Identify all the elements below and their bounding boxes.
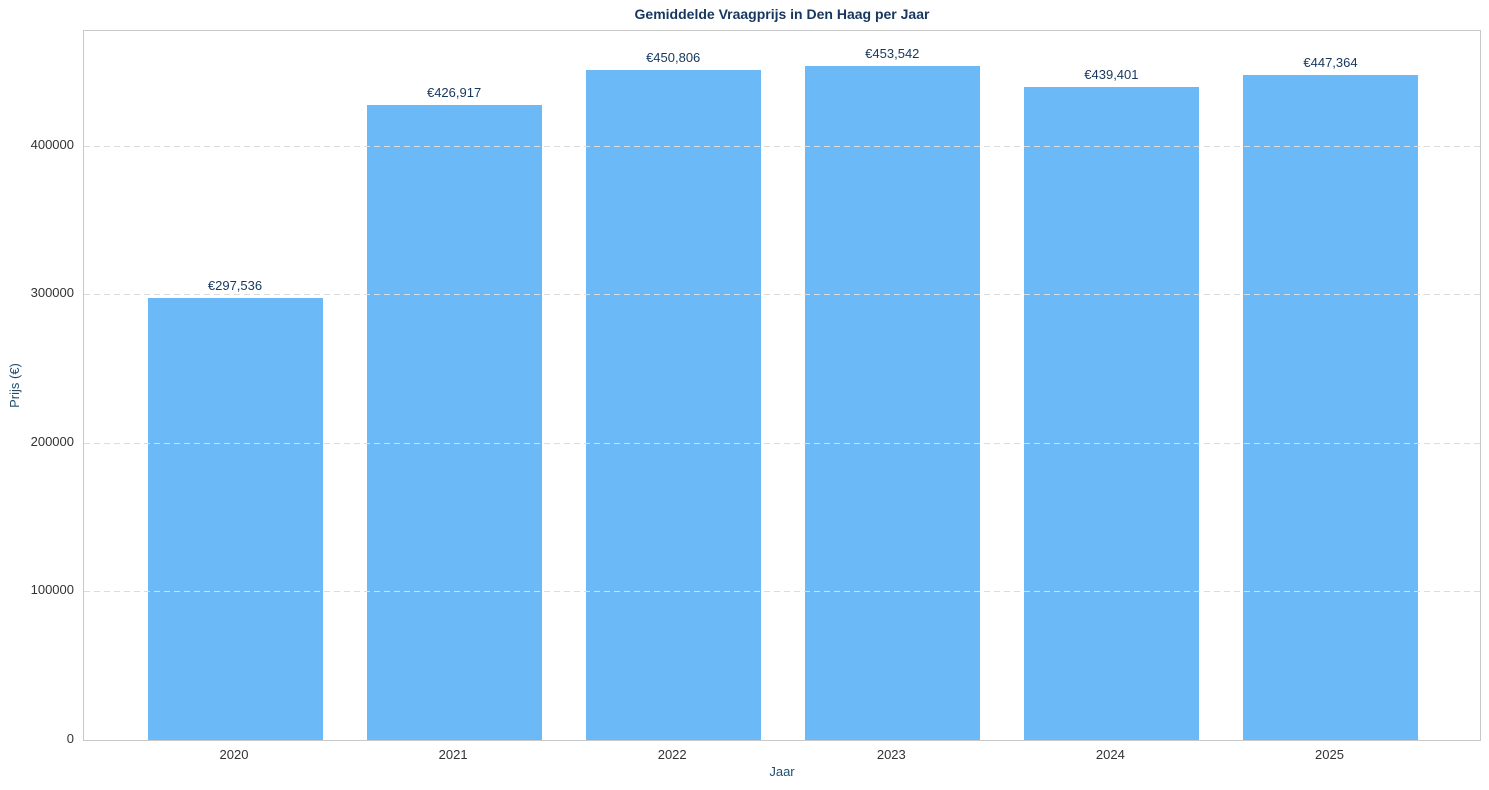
x-tick-label-2025: 2025 <box>1315 747 1344 762</box>
x-tick-label-2021: 2021 <box>438 747 468 762</box>
bar-value-label-2020: €297,536 <box>207 277 263 293</box>
bar-value-label-2025: €447,364 <box>1303 55 1358 71</box>
bar-2023 <box>804 65 980 740</box>
bar-2022 <box>585 69 761 740</box>
bar-value-label-2023: €453,542 <box>865 45 920 61</box>
y-tick-label-200000: 200000 <box>30 433 74 449</box>
bar-2025 <box>1243 75 1418 740</box>
x-tick-label-2024: 2024 <box>1095 747 1125 762</box>
x-axis-label: Jaar <box>769 764 795 779</box>
y-axis-label: Prijs (€) <box>6 363 22 408</box>
y-tick-label-300000: 300000 <box>30 285 74 301</box>
bar-2020 <box>147 297 323 740</box>
y-tick-label-0: 0 <box>66 731 74 746</box>
bar-2021 <box>366 105 542 740</box>
bar-value-label-2021: €426,917 <box>426 85 482 101</box>
x-tick-label-2023: 2023 <box>876 747 906 762</box>
plot-area: €297,536 €426,917 €450,806 €453,542 €439,401… <box>83 30 1481 741</box>
bar-value-label-2024: €439,401 <box>1084 66 1139 82</box>
y-tick-label-400000: 400000 <box>30 136 74 152</box>
x-tick-label-2022: 2022 <box>657 747 687 762</box>
x-tick-label-2020: 2020 <box>219 747 249 762</box>
bar-2024 <box>1023 86 1199 740</box>
y-tick-label-100000: 100000 <box>30 582 74 598</box>
chart-title: Gemiddelde Vraagprijs in Den Haag per Ja… <box>634 6 930 22</box>
bar-value-label-2022: €450,806 <box>646 49 701 65</box>
